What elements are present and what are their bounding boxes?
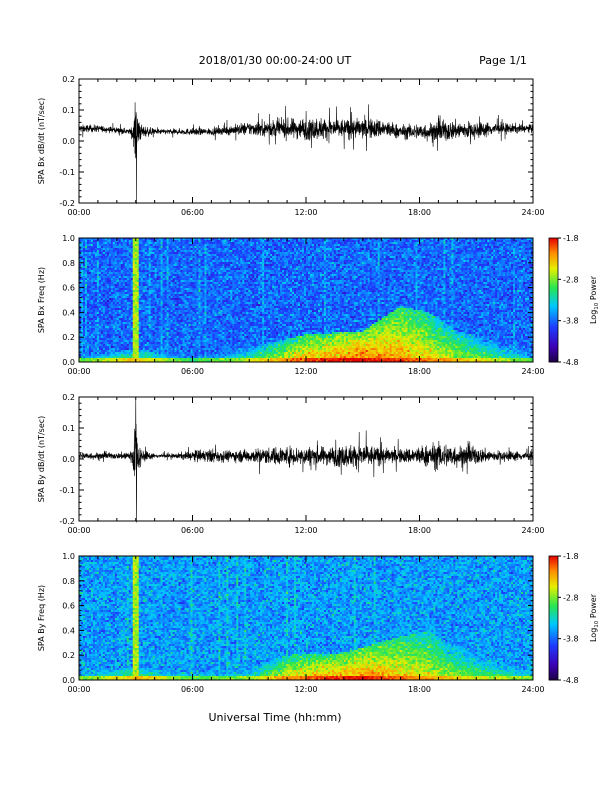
spectrogram-image [79,556,534,681]
y-tick-label: 0.2 [62,333,75,342]
colorbar-label: Log10 Power [589,275,600,324]
y-tick-label: 1.0 [62,552,75,561]
colorbar-tick-label: -4.8 [563,676,579,685]
spectrogram-panel: -1.8 -2.8 -3.8 -4.8 Log10 Power 00:00 06:00 12:… [37,552,600,694]
y-tick-label: 0.1 [62,106,75,115]
x-tick-label: 18:00 [408,685,431,694]
colorbar-tick-label: -3.8 [563,317,579,326]
colorbar-tick-label: -2.8 [563,593,579,602]
y-tick-label: 0.4 [62,308,75,317]
x-tick-label: 24:00 [521,685,544,694]
time-series-trace [78,399,534,523]
y-tick-label: 0.2 [62,75,75,84]
y-tick-label: -0.1 [59,486,75,495]
time-series-trace [78,102,534,204]
y-tick-label: 0.2 [62,393,75,402]
colorbar-tick-label: -2.8 [563,275,579,284]
y-tick-label: -0.2 [59,517,75,526]
y-tick-label: 0.0 [62,455,75,464]
y-axis-label: SPA Bx Freq (Hz) [37,267,46,333]
x-tick-label: 12:00 [294,685,317,694]
x-tick-label: 00:00 [67,367,90,376]
x-tick-label: 06:00 [181,367,204,376]
y-tick-label: 0.1 [62,424,75,433]
figure-title: 2018/01/30 00:00-24:00 UT [199,54,352,67]
colorbar-tick-label: -1.8 [563,234,579,243]
x-tick-label: 18:00 [408,526,431,535]
spectrogram-panel: -1.8 -2.8 -3.8 -4.8 Log10 Power 00:00 06:00 12:… [37,234,600,376]
colorbar-tick-label: -3.8 [563,635,579,644]
panel-frame [78,78,534,204]
x-tick-label: 06:00 [181,208,204,217]
x-tick-label: 00:00 [67,526,90,535]
waveform-panel: 00:00 06:00 12:00 18:00 24:00 0.2 0.1 0.0 -0.1 -0… [37,75,545,217]
y-axis-label: SPA Bx dB/dt (nT/sec) [37,98,46,185]
x-tick-label: 18:00 [408,208,431,217]
y-axis-label: SPA By Freq (Hz) [37,585,46,651]
colorbar-tick-label: -4.8 [563,358,579,367]
x-tick-label: 24:00 [521,208,544,217]
x-tick-label: 12:00 [294,208,317,217]
y-tick-label: -0.2 [59,199,75,208]
y-tick-label: 0.2 [62,651,75,660]
x-tick-label: 24:00 [521,367,544,376]
x-tick-label: 18:00 [408,367,431,376]
colorbar-label: Log10 Power [589,593,600,642]
colorbar-frame [548,555,559,681]
y-tick-label: 0.8 [62,577,75,586]
y-tick-label: 0.0 [62,358,75,367]
x-tick-label: 12:00 [294,367,317,376]
y-tick-label: 0.6 [62,284,75,293]
y-axis-label: SPA By dB/dt (nT/sec) [37,416,46,503]
colorbar-frame [548,237,559,363]
x-tick-label: 00:00 [67,208,90,217]
y-tick-label: 0.8 [62,259,75,268]
y-tick-label: 0.0 [62,676,75,685]
colorbar-tick-label: -1.8 [563,552,579,561]
x-axis-label: Universal Time (hh:mm) [209,711,342,724]
x-tick-label: 06:00 [181,685,204,694]
y-tick-label: 0.0 [62,137,75,146]
colorbar: -1.8 -2.8 -3.8 -4.8 Log10 Power [548,234,600,367]
y-tick-label: 0.6 [62,602,75,611]
y-tick-label: 1.0 [62,234,75,243]
x-tick-label: 00:00 [67,685,90,694]
x-tick-label: 12:00 [294,526,317,535]
spectrogram-image [79,238,534,363]
y-tick-label: 0.4 [62,626,75,635]
x-tick-label: 06:00 [181,526,204,535]
x-tick-label: 24:00 [521,526,544,535]
colorbar: -1.8 -2.8 -3.8 -4.8 Log10 Power [548,552,600,685]
page-indicator: Page 1/1 [479,54,527,67]
y-tick-label: -0.1 [59,168,75,177]
waveform-panel: 00:00 06:00 12:00 18:00 24:00 0.2 0.1 0.0 -0.1 -0… [37,393,545,535]
